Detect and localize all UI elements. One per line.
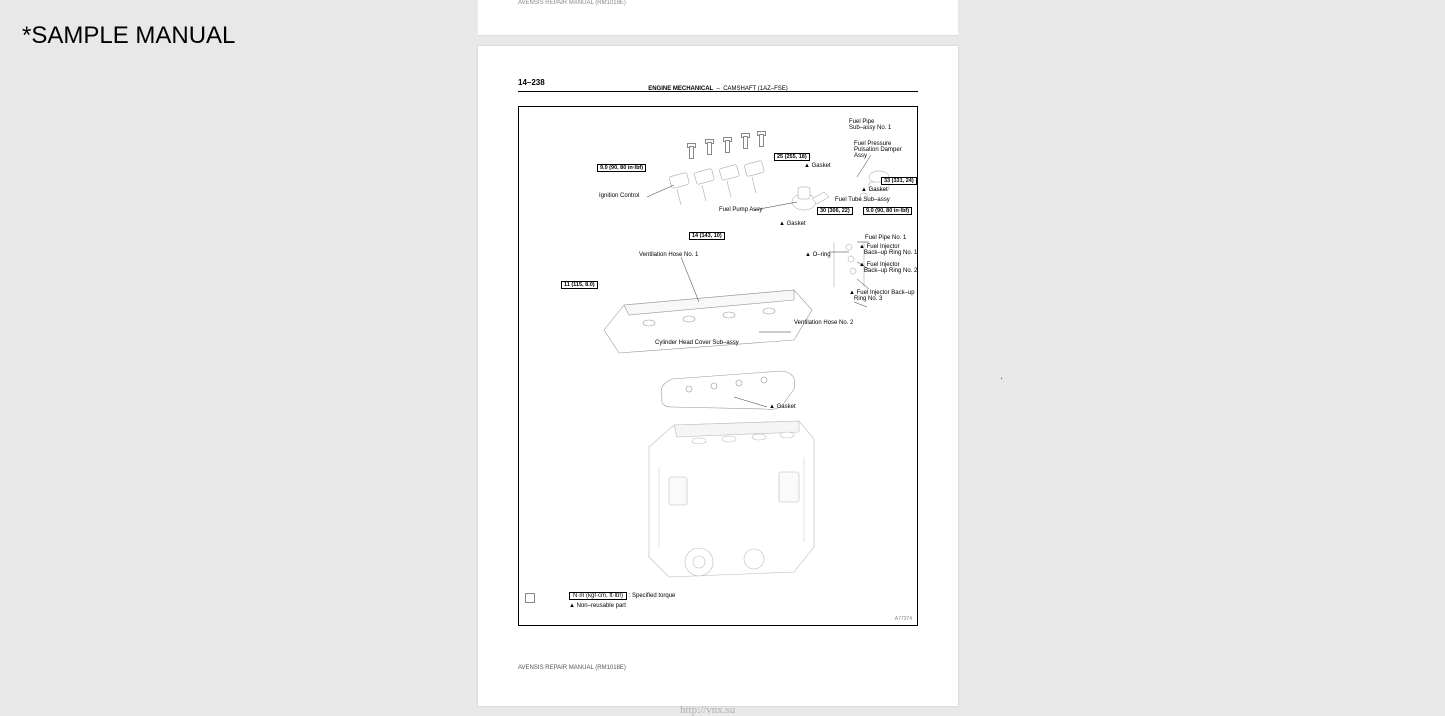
page-footer: AVENSIS REPAIR MANUAL (RM1018E) — [518, 665, 626, 671]
label-ignition: Ignition Control — [599, 193, 639, 199]
label-fuel-pipe-sub: Fuel Pipe Sub–assy No. 1 — [849, 119, 891, 131]
stray-dot: . — [1000, 370, 1003, 382]
torque-spec-3: 33 (331, 24) — [881, 177, 917, 185]
torque-spec-7: 11 (115, 8.0) — [561, 281, 598, 289]
diagram-code: A77374 — [895, 616, 912, 622]
legend: N·m (kgf·cm, ft·lbf) : Specified torque … — [569, 592, 675, 609]
label-gasket-4: ▲ Gasket — [769, 404, 796, 410]
legend-nonreuse: ▲ Non–reusable part — [569, 603, 675, 609]
header-rule — [518, 91, 918, 92]
label-fuel-pump: Fuel Pump Assy — [719, 207, 762, 213]
label-fuel-pressure: Fuel Pressure Pulsation Damper Assy — [854, 141, 902, 159]
torque-spec-1: 9.0 (90, 80 in·lbf) — [597, 164, 646, 172]
torque-spec-4: 30 (306, 22) — [817, 207, 853, 215]
head-cover-drawing — [594, 285, 824, 363]
label-fuel-pipe-1: Fuel Pipe No. 1 — [865, 235, 906, 241]
label-vent-1: Ventilation Hose No. 1 — [639, 252, 698, 258]
exploded-diagram: 9.0 (90, 80 in·lbf) 25 (255, 18) 33 (331… — [518, 106, 918, 626]
legend-torque-desc: : Specified torque — [629, 593, 676, 599]
sample-watermark: *SAMPLE MANUAL — [22, 22, 235, 50]
label-cyl-head: Cylinder Head Cover Sub–assy — [655, 340, 739, 346]
label-fuel-inj-1: ▲ Fuel Injector Back–up Ring No. 1 — [859, 244, 917, 256]
torque-spec-2: 25 (255, 18) — [774, 153, 810, 161]
manual-page: 14–238 ENGINE MECHANICAL – CAMSHAFT (1AZ… — [478, 46, 958, 706]
label-fuel-tube: Fuel Tube Sub–assy — [835, 197, 890, 203]
torque-spec-6: 14 (143, 10) — [689, 232, 725, 240]
label-gasket-2: ▲ Gasket — [861, 187, 888, 193]
previous-page-stub: AVENSIS REPAIR MANUAL (RM1018E) — [478, 0, 958, 36]
engine-block-drawing — [629, 417, 829, 592]
legend-torque-box: N·m (kgf·cm, ft·lbf) — [569, 592, 627, 600]
torque-spec-5: 9.0 (90, 80 in·lbf) — [863, 207, 912, 215]
label-gasket-3: ▲ Gasket — [779, 221, 806, 227]
label-fuel-inj-3: ▲ Fuel Injector Back–up Ring No. 3 — [849, 290, 915, 302]
corner-icon — [525, 593, 535, 603]
label-gasket-1: ▲ Gasket — [804, 163, 831, 169]
stub-footer: AVENSIS REPAIR MANUAL (RM1018E) — [518, 0, 626, 6]
label-oring: ▲ O–ring — [805, 252, 831, 258]
label-fuel-inj-2: ▲ Fuel Injector Back–up Ring No. 2 — [859, 262, 917, 274]
label-vent-2: Ventilation Hose No. 2 — [794, 320, 853, 326]
